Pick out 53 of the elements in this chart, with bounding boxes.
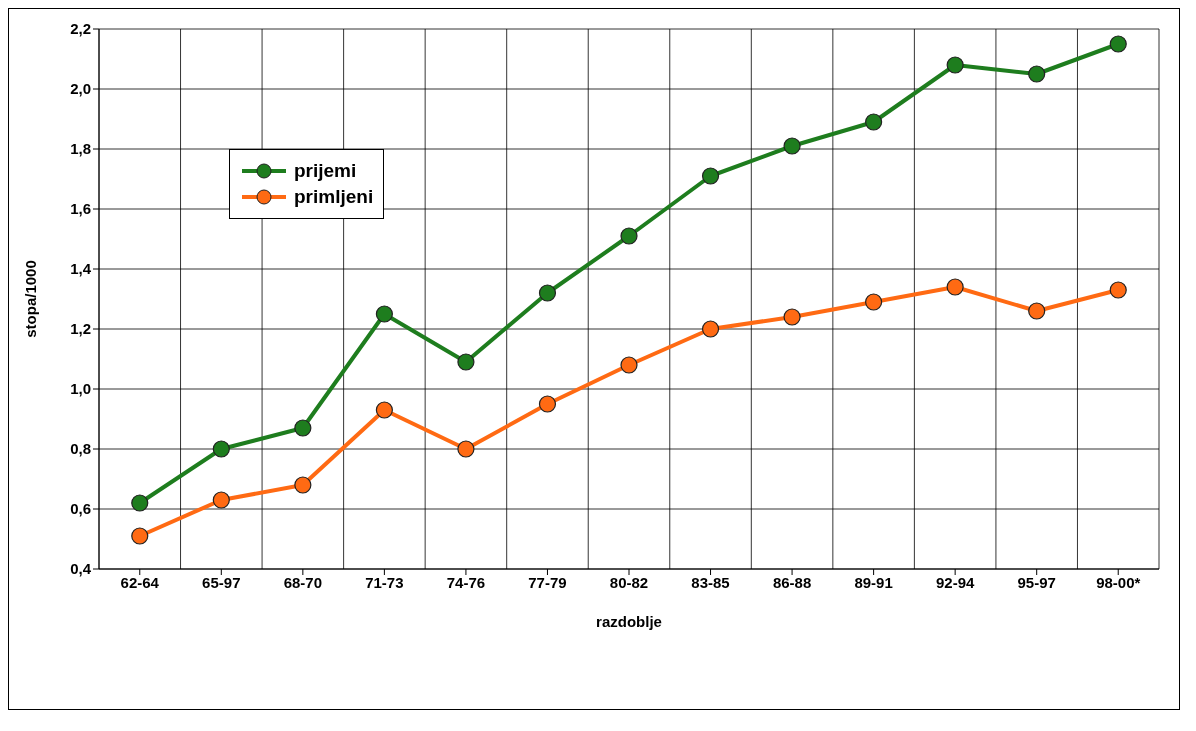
point <box>620 227 638 245</box>
y-tick-label: 1,8 <box>70 140 91 158</box>
x-tick-label: 68-70 <box>283 573 323 591</box>
y-tick-label: 1,2 <box>70 320 91 338</box>
point <box>375 401 393 419</box>
point <box>865 113 883 131</box>
y-tick-label: 1,0 <box>70 380 91 398</box>
y-tick-label: 1,6 <box>70 200 91 218</box>
point <box>538 395 557 413</box>
x-tick-label: 92-94 <box>935 573 975 591</box>
y-tick-label: 1,4 <box>70 260 92 278</box>
point <box>1109 35 1127 53</box>
point <box>1109 281 1127 299</box>
x-tick-label: 89-91 <box>854 573 893 591</box>
x-tick-label: 65-97 <box>202 573 241 591</box>
x-tick-label: 98-00* <box>1096 573 1141 591</box>
point <box>783 137 801 155</box>
point <box>212 491 230 509</box>
y-tick-label: 0,8 <box>70 440 91 458</box>
x-tick-label: 95-97 <box>1017 573 1056 591</box>
y-axis-title: stopa/1000 <box>22 260 40 338</box>
legend-label: primljeni <box>294 186 374 208</box>
point <box>783 308 801 326</box>
point <box>701 167 720 185</box>
point <box>701 320 720 338</box>
legend-label: prijemi <box>294 160 357 182</box>
x-tick-label: 86-88 <box>772 573 812 591</box>
y-tick-label: 0,4 <box>70 560 92 578</box>
point <box>538 284 557 302</box>
point <box>1028 302 1046 320</box>
x-tick-label: 83-85 <box>691 573 730 591</box>
point <box>375 305 393 323</box>
point <box>620 356 638 374</box>
point <box>212 440 230 458</box>
point <box>457 440 475 458</box>
x-axis-title: razdoblje <box>596 613 662 630</box>
x-tick-label: 71-73 <box>365 573 404 591</box>
point <box>294 419 312 437</box>
point <box>946 278 964 296</box>
y-tick-label: 0,6 <box>70 500 91 518</box>
point <box>946 56 964 74</box>
x-tick-label: 77-79 <box>528 573 567 591</box>
point <box>1028 65 1046 83</box>
x-tick-label: 80-82 <box>609 573 649 591</box>
x-tick-label: 62-64 <box>120 573 160 591</box>
x-tick-label: 74-76 <box>446 573 486 591</box>
point <box>294 476 312 494</box>
point <box>131 527 149 545</box>
y-tick-label: 2,2 <box>70 20 91 38</box>
point <box>131 494 149 512</box>
point <box>865 293 883 311</box>
y-tick-label: 2,0 <box>70 80 91 98</box>
point <box>457 353 475 371</box>
